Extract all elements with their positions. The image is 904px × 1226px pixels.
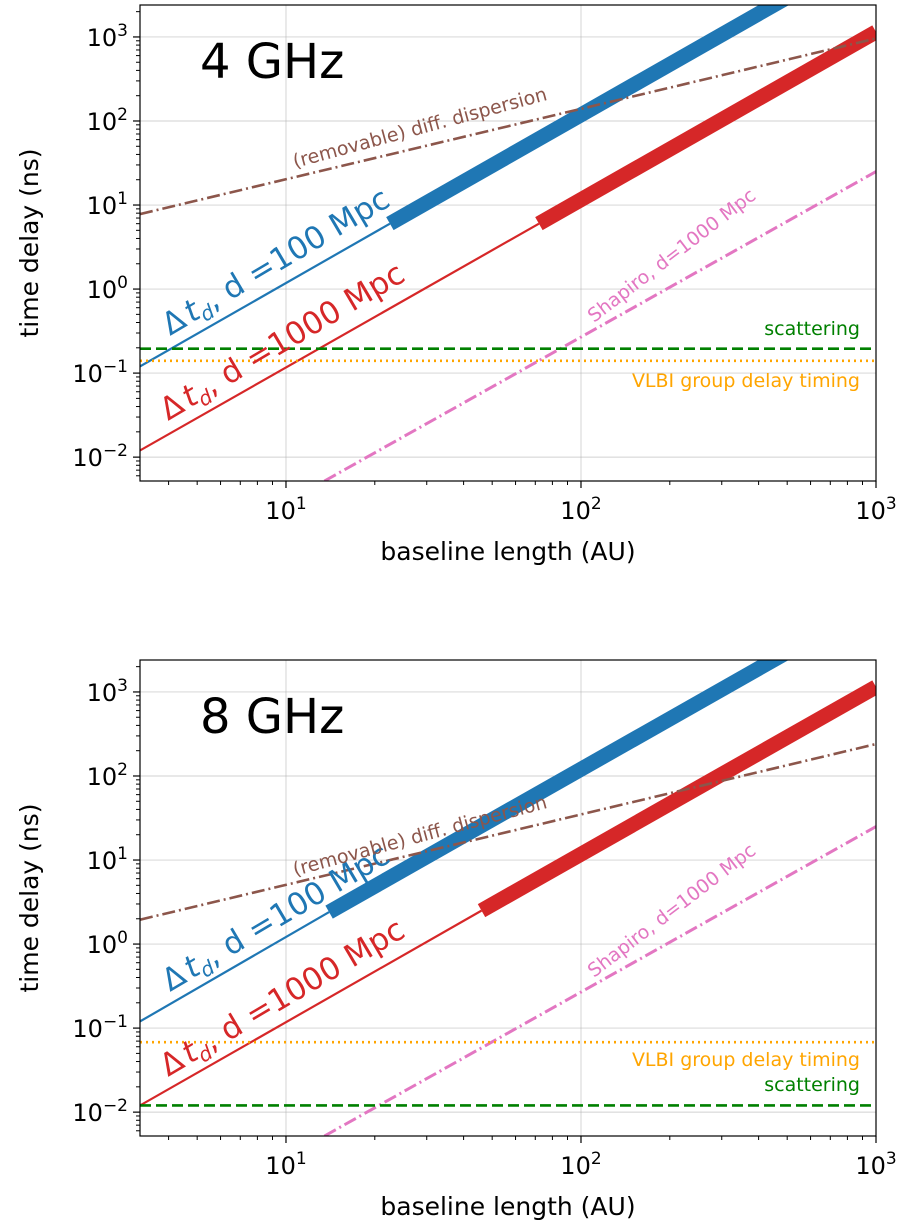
y-tick-label: 100 [87,928,128,959]
y-tick-label: 103 [87,21,128,52]
panel-title: 8 GHz [200,689,344,745]
y-tick-label-exponent: 0 [117,273,128,293]
plot-area [140,660,876,1136]
x-tick-label: 101 [265,494,306,525]
y-tick-label-base: 10 [87,108,118,136]
y-tick-label: 100 [87,273,128,304]
x-tick-label-base: 10 [560,1152,591,1180]
y-tick-label: 102 [87,760,128,791]
x-tick-label-base: 10 [265,497,296,525]
x-tick-label: 103 [855,494,896,525]
y-tick-label: 102 [87,105,128,136]
y-tick-label-exponent: 1 [117,189,128,209]
x-tick-label-base: 10 [560,497,591,525]
x-tick-label: 102 [560,1149,601,1180]
x-tick-label-exponent: 2 [591,1149,602,1169]
y-tick-label-exponent: 2 [117,105,128,125]
series-label-shapiro: Shapiro, d=1000 Mpc [584,839,760,982]
series-td100-thick [325,660,789,919]
y-tick-label-base: 10 [87,192,118,220]
series-label-td1000: Δtd, d =1000 Mpc [154,256,413,431]
y-tick-label-exponent: 2 [117,760,128,780]
y-tick-label-exponent: 3 [117,676,128,696]
y-tick-label-exponent: −1 [103,1012,128,1032]
series-label-scattering: scattering [764,318,860,340]
x-tick-label-exponent: 3 [886,494,897,514]
x-tick-label-exponent: 1 [296,494,307,514]
y-tick-label-base: 10 [87,24,118,52]
y-tick-label: 10−1 [72,1012,128,1043]
series-td1000-thin [140,222,540,452]
x-tick-label-base: 10 [265,1152,296,1180]
plot-frame [139,659,877,1137]
plot-frame [139,4,877,482]
x-axis-label: baseline length (AU) [380,1192,635,1221]
plot-area [140,5,876,481]
y-tick-label-exponent: 1 [117,844,128,864]
x-tick-label-exponent: 3 [886,1149,897,1169]
y-tick-label-exponent: −2 [103,441,128,461]
x-tick-label-exponent: 2 [591,494,602,514]
x-tick-label-base: 10 [855,497,886,525]
y-tick-label-exponent: 0 [117,928,128,948]
y-tick-label-base: 10 [72,1099,103,1127]
x-tick-label-base: 10 [855,1152,886,1180]
series-dispersion [140,742,876,921]
series-label-vlbi: VLBI group delay timing [632,370,860,392]
series-td100-thin [140,222,391,368]
y-tick-label-base: 10 [87,679,118,707]
y-tick-label-exponent: −2 [103,1096,128,1116]
x-tick-label-exponent: 1 [296,1149,307,1169]
series-dispersion [140,37,876,216]
y-tick-label-base: 10 [87,763,118,791]
series-shapiro [323,825,876,1136]
series-td100-thick [386,5,790,231]
series-label-scattering: scattering [764,1074,860,1096]
y-tick-label: 101 [87,189,128,220]
y-axis-label: time delay (ns) [15,148,44,337]
series-shapiro [323,170,876,481]
series-td1000-thick [477,680,876,918]
y-axis-label: time delay (ns) [15,803,44,992]
y-tick-label-base: 10 [72,1015,103,1043]
panel-title: 4 GHz [200,34,344,90]
y-tick-label-base: 10 [72,444,103,472]
series-td1000-thick [535,25,876,231]
y-tick-label-base: 10 [87,847,118,875]
y-tick-label: 10−2 [72,441,128,472]
y-tick-label-exponent: −1 [103,357,128,377]
y-tick-label-base: 10 [87,931,118,959]
y-tick-label-exponent: 3 [117,21,128,41]
y-tick-label-base: 10 [87,276,118,304]
series-td1000-thin [140,909,483,1107]
x-tick-label: 102 [560,494,601,525]
x-axis-label: baseline length (AU) [380,537,635,566]
y-tick-label: 10−2 [72,1096,128,1127]
series-label-vlbi: VLBI group delay timing [632,1049,860,1071]
series-td100-thin [140,911,330,1023]
y-tick-label: 101 [87,844,128,875]
y-tick-label: 103 [87,676,128,707]
x-tick-label: 101 [265,1149,306,1180]
y-tick-label-base: 10 [72,360,103,388]
y-tick-label: 10−1 [72,357,128,388]
series-label-shapiro: Shapiro, d=1000 Mpc [584,184,760,327]
x-tick-label: 103 [855,1149,896,1180]
